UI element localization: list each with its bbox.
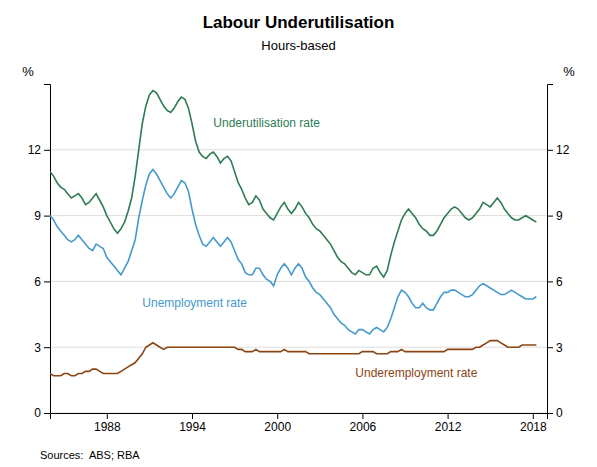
y2-axis-label: %: [563, 64, 575, 79]
tick-label: 2006: [350, 420, 377, 434]
plot: 1988 1994 2000 2006 2012 2018 0 3 6 9 12 0 3 6 9 12%% Un…: [22, 64, 575, 434]
source: Sources: ABS; RBA: [40, 449, 140, 461]
tick-mark: [533, 413, 534, 419]
y-axis-label: %: [22, 64, 34, 79]
tick-label: 0: [556, 406, 563, 420]
tick-mark: [448, 413, 449, 419]
tick-mark: [547, 150, 553, 151]
tick-label: 6: [34, 275, 41, 289]
x-axis: 1988 1994 2000 2006 2012 2018: [51, 413, 548, 434]
tick-label: 9: [556, 209, 563, 223]
tick-label: 3: [34, 341, 41, 355]
tick-mark: [547, 216, 553, 217]
axis-line: [548, 85, 554, 414]
tick: 1994: [179, 413, 206, 434]
tick: 3: [547, 341, 563, 355]
annotation: Underemployment rate: [355, 366, 477, 380]
y-axis: 0 3 6 9 12: [28, 85, 51, 421]
tick: 3: [34, 341, 50, 355]
y2-axis: 0 3 6 9 12: [547, 85, 570, 421]
subtitle: Hours-based: [261, 38, 335, 53]
tick-mark: [277, 413, 278, 419]
tick-mark: [547, 281, 553, 282]
grid: [50, 150, 547, 413]
tick-mark: [547, 413, 553, 414]
annotation: Unemployment rate: [142, 296, 247, 310]
tick: 1988: [94, 413, 121, 434]
tick-label: 1994: [179, 420, 206, 434]
tick: 2012: [435, 413, 462, 434]
tick-mark: [44, 413, 50, 414]
tick: 6: [34, 275, 50, 289]
tick-label: 2000: [264, 420, 291, 434]
tick-mark: [107, 413, 108, 419]
tick: 9: [34, 209, 50, 223]
grid-line: [50, 347, 547, 348]
axis-line: [44, 85, 51, 414]
tick: 12: [547, 143, 570, 157]
tick: 0: [547, 406, 563, 420]
tick-mark: [547, 347, 553, 348]
tick-mark: [44, 347, 50, 348]
tick: 2006: [350, 413, 377, 434]
tick: 0: [34, 406, 50, 420]
annotation: Underutilisation rate: [213, 116, 320, 130]
tick-label: 1988: [94, 420, 121, 434]
tick-label: 3: [556, 341, 563, 355]
tick-label: 12: [28, 143, 42, 157]
grid-line: [50, 215, 547, 216]
tick-label: 12: [556, 143, 570, 157]
tick-label: 2012: [435, 420, 462, 434]
tick-label: 6: [556, 275, 563, 289]
grid-line: [50, 281, 547, 282]
tick-mark: [362, 413, 363, 419]
lines: [50, 91, 536, 376]
tick-mark: [192, 413, 193, 419]
tick-mark: [44, 150, 50, 151]
tick: 2018: [520, 413, 547, 434]
grid-line: [50, 149, 547, 150]
tick-label: 2018: [520, 420, 547, 434]
title: Labour Underutilisation: [203, 13, 395, 32]
tick: 2000: [264, 413, 291, 434]
series-line: [50, 170, 536, 335]
tick: 9: [547, 209, 563, 223]
tick-mark: [44, 281, 50, 282]
tick: 12: [28, 143, 50, 157]
tick-label: 9: [34, 209, 41, 223]
tick-mark: [44, 216, 50, 217]
chart: 1988 1994 2000 2006 2012 2018 0 3 6 9 12 0 3 6 9 12%% Un…: [0, 0, 597, 467]
axis-line: [51, 414, 548, 420]
series-line: [50, 91, 536, 277]
annotations: Underutilisation rate Unemployment rate Un…: [142, 116, 477, 380]
tick-label: 0: [34, 406, 41, 420]
tick: 6: [547, 275, 563, 289]
